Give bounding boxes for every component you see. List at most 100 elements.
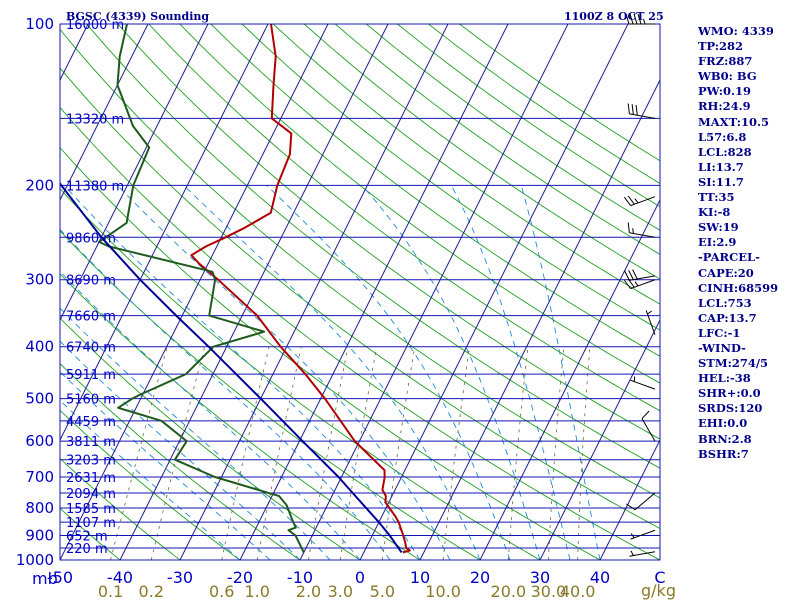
wind-barb-half-feather [643,18,646,25]
dry-adiabat-line [334,24,660,255]
height-label: 13320 m [66,112,124,127]
mixing-ratio-unit-label: g/kg [641,581,676,600]
isotherm-line [299,24,569,560]
height-labels: 16000 m 13320 m 11380 m 9860 m 8690 m 7660 m 6… [66,18,124,557]
wind-barb-feather [641,410,650,419]
wind-barb-half-feather [634,198,639,204]
mixing-ratio-tick-label: 30.0 [531,582,567,600]
wind-barb-feather [627,222,630,233]
height-label: 16000 m [66,18,124,33]
wind-barb-staff [630,196,656,207]
mixing-ratio-tick-label: 40.0 [560,582,596,600]
wind-barb [624,269,656,281]
dry-adiabat-line [60,457,181,560]
index-item: SHR+:0.0 [698,386,761,401]
height-label: 220 m [66,542,108,557]
height-label: 3811 m [66,435,116,450]
pressure-tick-label: 900 [25,526,54,544]
mixing-ratio-tick-label: 1.0 [244,582,269,600]
dry-adiabat-line [272,24,660,305]
wind-barb-feather [623,196,631,206]
index-item: RH:24.9 [698,99,751,114]
index-item: STM:274/5 [698,356,769,371]
height-label: 6740 m [66,341,116,356]
isotherms [60,24,660,560]
wind-barb-staff [645,310,656,335]
moist-adiabat-line [117,185,451,560]
wind-barb [626,492,656,511]
dry-adiabat-line [60,409,241,560]
height-label: 2094 m [66,487,116,502]
height-label: 1107 m [66,516,116,531]
height-label: 9860 m [66,231,116,246]
wind-barb [627,222,656,238]
wind-barb-feather [627,103,630,114]
dry-adiabat-line [179,24,660,384]
pressure-tick-label: 600 [25,432,54,450]
wind-barb [630,376,656,390]
wind-barb [627,103,656,119]
index-item: LFC:-1 [698,325,741,340]
dry-adiabat-line [86,24,660,469]
wind-barb-staff [629,275,656,281]
dry-adiabat-line [60,67,660,530]
wind-barb-staff [641,418,656,442]
pressure-tick-label: 400 [25,338,54,356]
wind-barb-staff [634,492,656,511]
index-item: WB0: BG [698,69,757,84]
isotherm-line [119,24,389,560]
pressure-tick-label: 300 [25,271,54,289]
dry-adiabat-line [60,362,301,560]
index-item: -WIND- [698,340,746,355]
pressure-tick-label: 500 [25,390,54,408]
isobars [60,24,660,560]
dewpoint-trace [98,24,305,553]
pressure-tick-label: 700 [25,468,54,486]
index-item: TP:282 [698,39,744,54]
pressure-tick-label: 200 [25,176,54,194]
height-label: 7660 m [66,310,116,325]
isotherm-line [239,24,509,560]
mixing-ratio-tick-label: 3.0 [328,582,353,600]
index-item: SI:11.7 [698,174,744,189]
index-item: SRDS:120 [698,401,763,416]
height-label: 4459 m [66,415,116,430]
index-item: TT:35 [698,190,735,205]
dry-adiabat-line [117,24,660,440]
pressure-tick-label: 800 [25,499,54,517]
index-item: CAP:13.7 [698,310,757,325]
index-item: PW:0.19 [698,84,752,99]
isotherm-line [179,24,449,560]
index-item: SW:19 [698,220,739,235]
wind-barbs [623,13,656,557]
temperature-tick-labels: -50 -40 -30 -20 -10 0 10 20 30 40 C [47,568,666,587]
wind-barb-half-feather [630,533,635,539]
wind-barb-feather [631,104,634,115]
wind-barb [645,310,656,335]
observation-time: 1100Z 8 OCT 25 [564,10,664,23]
wind-barb-staff [629,232,656,238]
plot-frame [59,23,661,561]
mixing-ratio-tick-label: 0.6 [209,582,234,600]
index-item: HEL:-38 [698,371,751,386]
parcel-trace [60,181,403,553]
station-title: BGSC (4339) Sounding [66,10,209,23]
temperature-trace [190,24,411,554]
wind-barb-feather [627,195,635,205]
isotherm-line [419,78,660,560]
index-item: WMO: 4339 [698,24,774,38]
dry-adiabat-line [60,230,481,560]
wind-barb-feather [625,13,630,25]
wind-barb-staff [630,379,656,390]
dry-adiabat-line [60,273,421,560]
dry-adiabat-line [210,24,660,357]
sounding-traces [60,24,411,554]
pressure-tick-labels: 100 200 300 400 500 600 700 800 900 1000 [16,15,54,569]
moist-adiabat-line [60,307,331,560]
dry-adiabat-line [60,507,121,560]
pressure-tick-label: 1000 [16,551,54,569]
isotherm-line [359,24,629,560]
dry-adiabat-line [60,146,601,560]
mixing-ratio-tick-label: 10.0 [425,582,461,600]
